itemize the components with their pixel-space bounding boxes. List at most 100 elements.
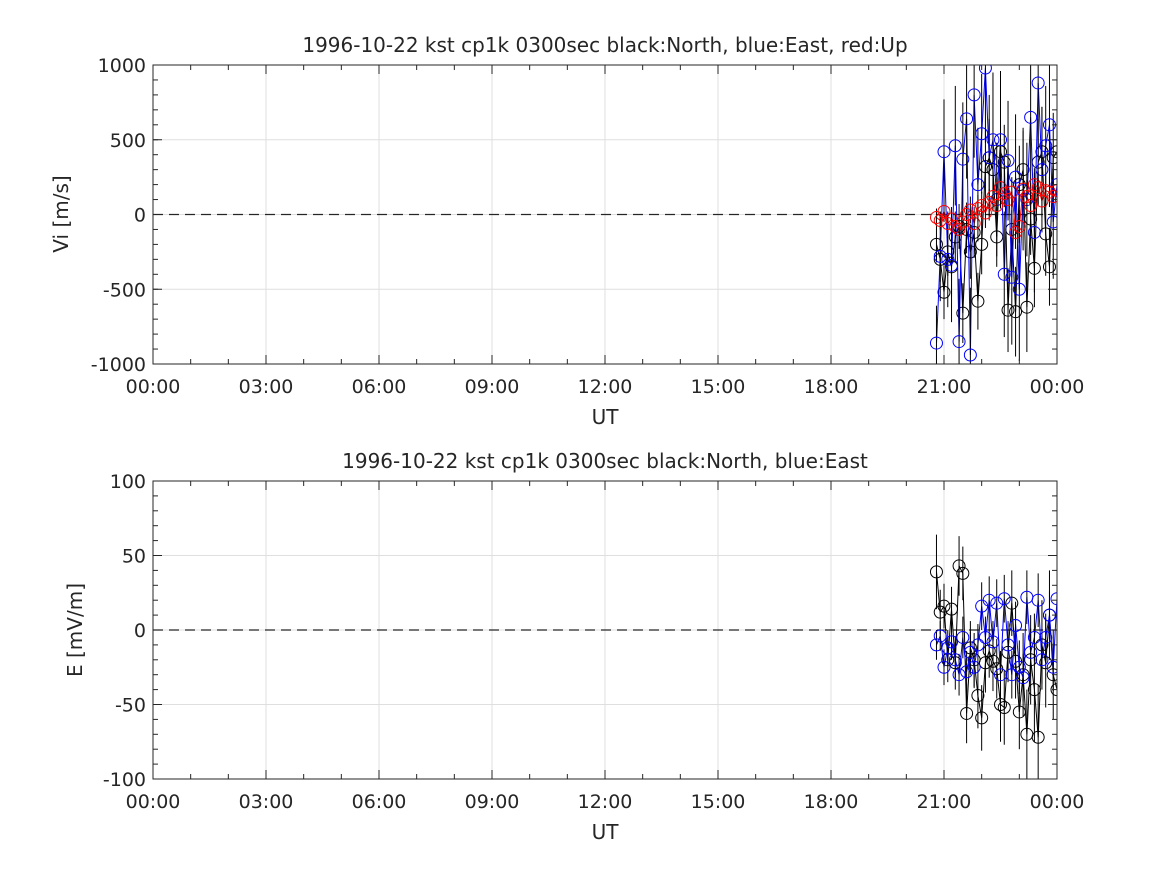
efield-xtick-label: 09:00 [465,791,520,813]
velocity-data-point [1009,170,1023,184]
efield-data-point [945,635,959,649]
velocity-data-point [948,219,962,233]
velocity-data-point [1024,199,1038,213]
velocity-ytick-label: 0 [134,205,146,227]
efield-data-point [1050,683,1057,697]
velocity-data-point [1042,260,1056,274]
velocity-data-point [975,237,989,251]
velocity-data-point [982,151,996,165]
velocity-data-point [994,133,1007,147]
efield-data-point [1009,619,1023,633]
efield-data-point [960,706,974,720]
velocity-xtick-label: 18:00 [804,376,859,398]
velocity-data-point [967,216,981,230]
efield-data-point [929,565,943,579]
velocity-panel: 1996-10-22 kst cp1k 0300sec black:North,… [49,33,1085,429]
efield-series-1 [929,570,1057,702]
efield-panel-xlabel: UT [592,820,620,844]
velocity-xtick-label: 00:00 [1030,376,1085,398]
velocity-data-point [963,348,977,362]
efield-data-point [960,665,974,679]
efield-data-point [948,653,962,667]
velocity-data-point [956,152,970,166]
velocity-data-point [1031,181,1045,195]
velocity-data-point [1001,303,1015,317]
velocity-data-point [1009,305,1023,319]
efield-xtick-label: 12:00 [578,791,633,813]
velocity-data-point [963,245,977,259]
efield-data-point [982,593,996,607]
velocity-data-point [963,203,977,217]
velocity-data-point [1039,227,1053,241]
efield-ytick-label: 0 [134,620,146,642]
efield-data-point [1031,730,1045,744]
efield-data-point [967,660,981,674]
velocity-data-point [1001,154,1015,168]
velocity-data-point [929,237,943,251]
velocity-data-point [971,294,985,308]
efield-data-point [937,599,951,613]
efield-data-point [956,566,970,580]
efield-data-point [1035,653,1049,667]
velocity-data-point [937,205,951,219]
efield-xtick-label: 03:00 [239,791,294,813]
velocity-xtick-label: 03:00 [239,376,294,398]
velocity-panel-xlabel: UT [592,405,620,429]
efield-xtick-label: 00:00 [1030,791,1085,813]
velocity-panel-ylabel: Vi [m/s] [49,175,73,252]
efield-data-point [1001,638,1015,652]
velocity-data-point [975,199,989,213]
velocity-xtick-label: 21:00 [917,376,972,398]
efield-xtick-label: 06:00 [352,791,407,813]
velocity-data-point [933,213,947,227]
efield-data-point [1024,645,1038,659]
velocity-xtick-label: 15:00 [691,376,746,398]
efield-data-point [990,596,1004,610]
velocity-data-point [1039,139,1053,153]
velocity-data-point [990,199,1004,213]
velocity-ytick-label: 500 [110,130,146,152]
velocity-data-point [1050,178,1057,192]
velocity-data-point [941,216,955,230]
efield-data-point [1012,705,1026,719]
efield-panel: 1996-10-22 kst cp1k 0300sec black:North,… [63,449,1084,844]
velocity-data-point [967,88,981,102]
efield-data-point [1039,630,1053,644]
velocity-xtick-label: 09:00 [465,376,520,398]
velocity-data-point [1031,76,1045,90]
efield-data-point [1016,671,1030,685]
velocity-data-point [997,267,1011,281]
velocity-data-point [945,258,959,272]
efield-ytick-label: 100 [110,471,146,493]
efield-series-0 [929,534,1057,779]
efield-ytick-label: -50 [115,695,146,717]
velocity-panel-title: 1996-10-22 kst cp1k 0300sec black:North,… [302,33,907,57]
efield-xtick-label: 21:00 [917,791,972,813]
velocity-data-point [1027,225,1041,239]
efield-data-point [994,668,1007,682]
efield-data-point [952,559,966,573]
efield-ytick-label: -100 [103,769,146,791]
efield-data-point [952,668,966,682]
efield-data-point [1005,596,1019,610]
efield-data-point [1050,592,1057,606]
efield-data-point [978,630,992,644]
efield-data-point [971,689,985,703]
velocity-xtick-label: 12:00 [578,376,633,398]
efield-xtick-label: 18:00 [804,791,859,813]
velocity-data-point [960,112,974,126]
velocity-data-point [971,202,985,216]
velocity-xtick-label: 06:00 [352,376,407,398]
velocity-ytick-label: -1000 [91,354,146,376]
efield-data-point [986,635,1000,649]
velocity-data-point [1046,190,1057,204]
velocity-data-point [971,178,985,192]
efield-data-point [971,638,985,652]
efield-data-point [1027,683,1041,697]
velocity-data-point [1027,178,1041,192]
velocity-data-point [952,222,966,236]
velocity-data-point [937,145,951,159]
efield-data-point [975,711,989,725]
velocity-data-point [1020,300,1034,314]
